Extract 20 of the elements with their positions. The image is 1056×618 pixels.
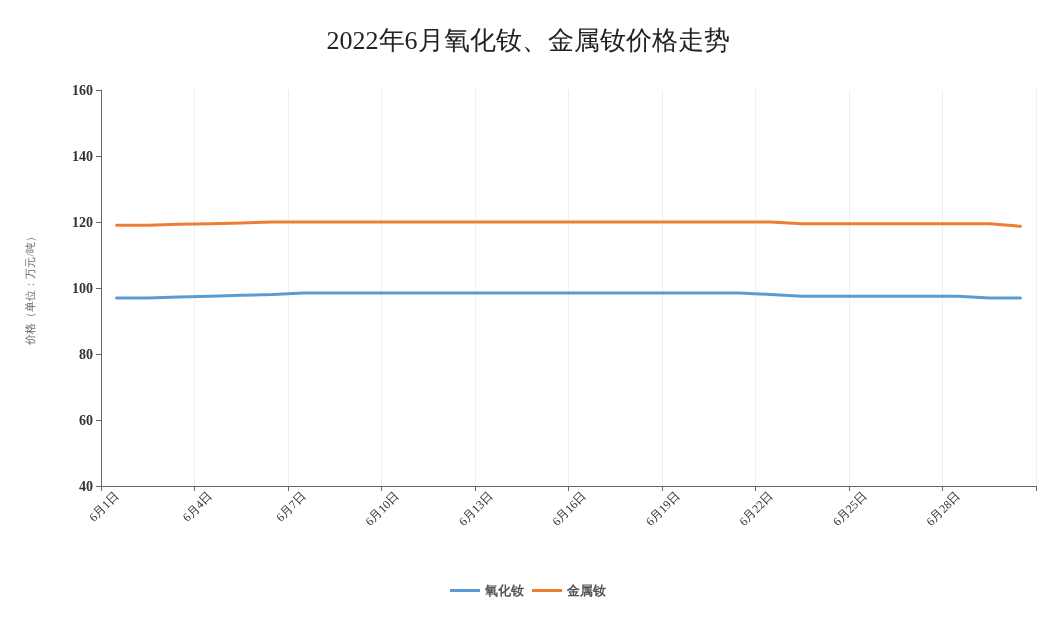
y-tick-label: 100 xyxy=(72,280,93,296)
y-tick-label: 40 xyxy=(79,478,93,494)
x-tick-label: 6月13日 xyxy=(455,489,496,529)
y-tick-label: 80 xyxy=(79,346,93,362)
x-tick-label: 6月19日 xyxy=(642,489,683,529)
y-tick-label: 160 xyxy=(72,82,93,98)
legend-label: 氧化钕 xyxy=(484,583,524,598)
x-tick-label: 6月4日 xyxy=(179,489,216,525)
x-tick-label: 6月28日 xyxy=(923,489,964,529)
legend-label: 金属钕 xyxy=(566,583,606,598)
y-tick-label: 140 xyxy=(72,148,93,164)
x-tick-label: 6月16日 xyxy=(549,489,590,529)
x-tick-label: 6月25日 xyxy=(829,489,870,529)
y-tick-label: 120 xyxy=(72,214,93,230)
x-tick-label: 6月7日 xyxy=(273,489,309,525)
x-tick-label: 6月22日 xyxy=(736,489,777,529)
x-tick-label: 6月10日 xyxy=(362,489,403,529)
y-tick-label: 60 xyxy=(79,412,93,428)
chart-title: 2022年6月氧化钕、金属钕价格走势 xyxy=(326,25,730,55)
y-axis-title: 价格（单位：万元/吨） xyxy=(23,231,36,346)
